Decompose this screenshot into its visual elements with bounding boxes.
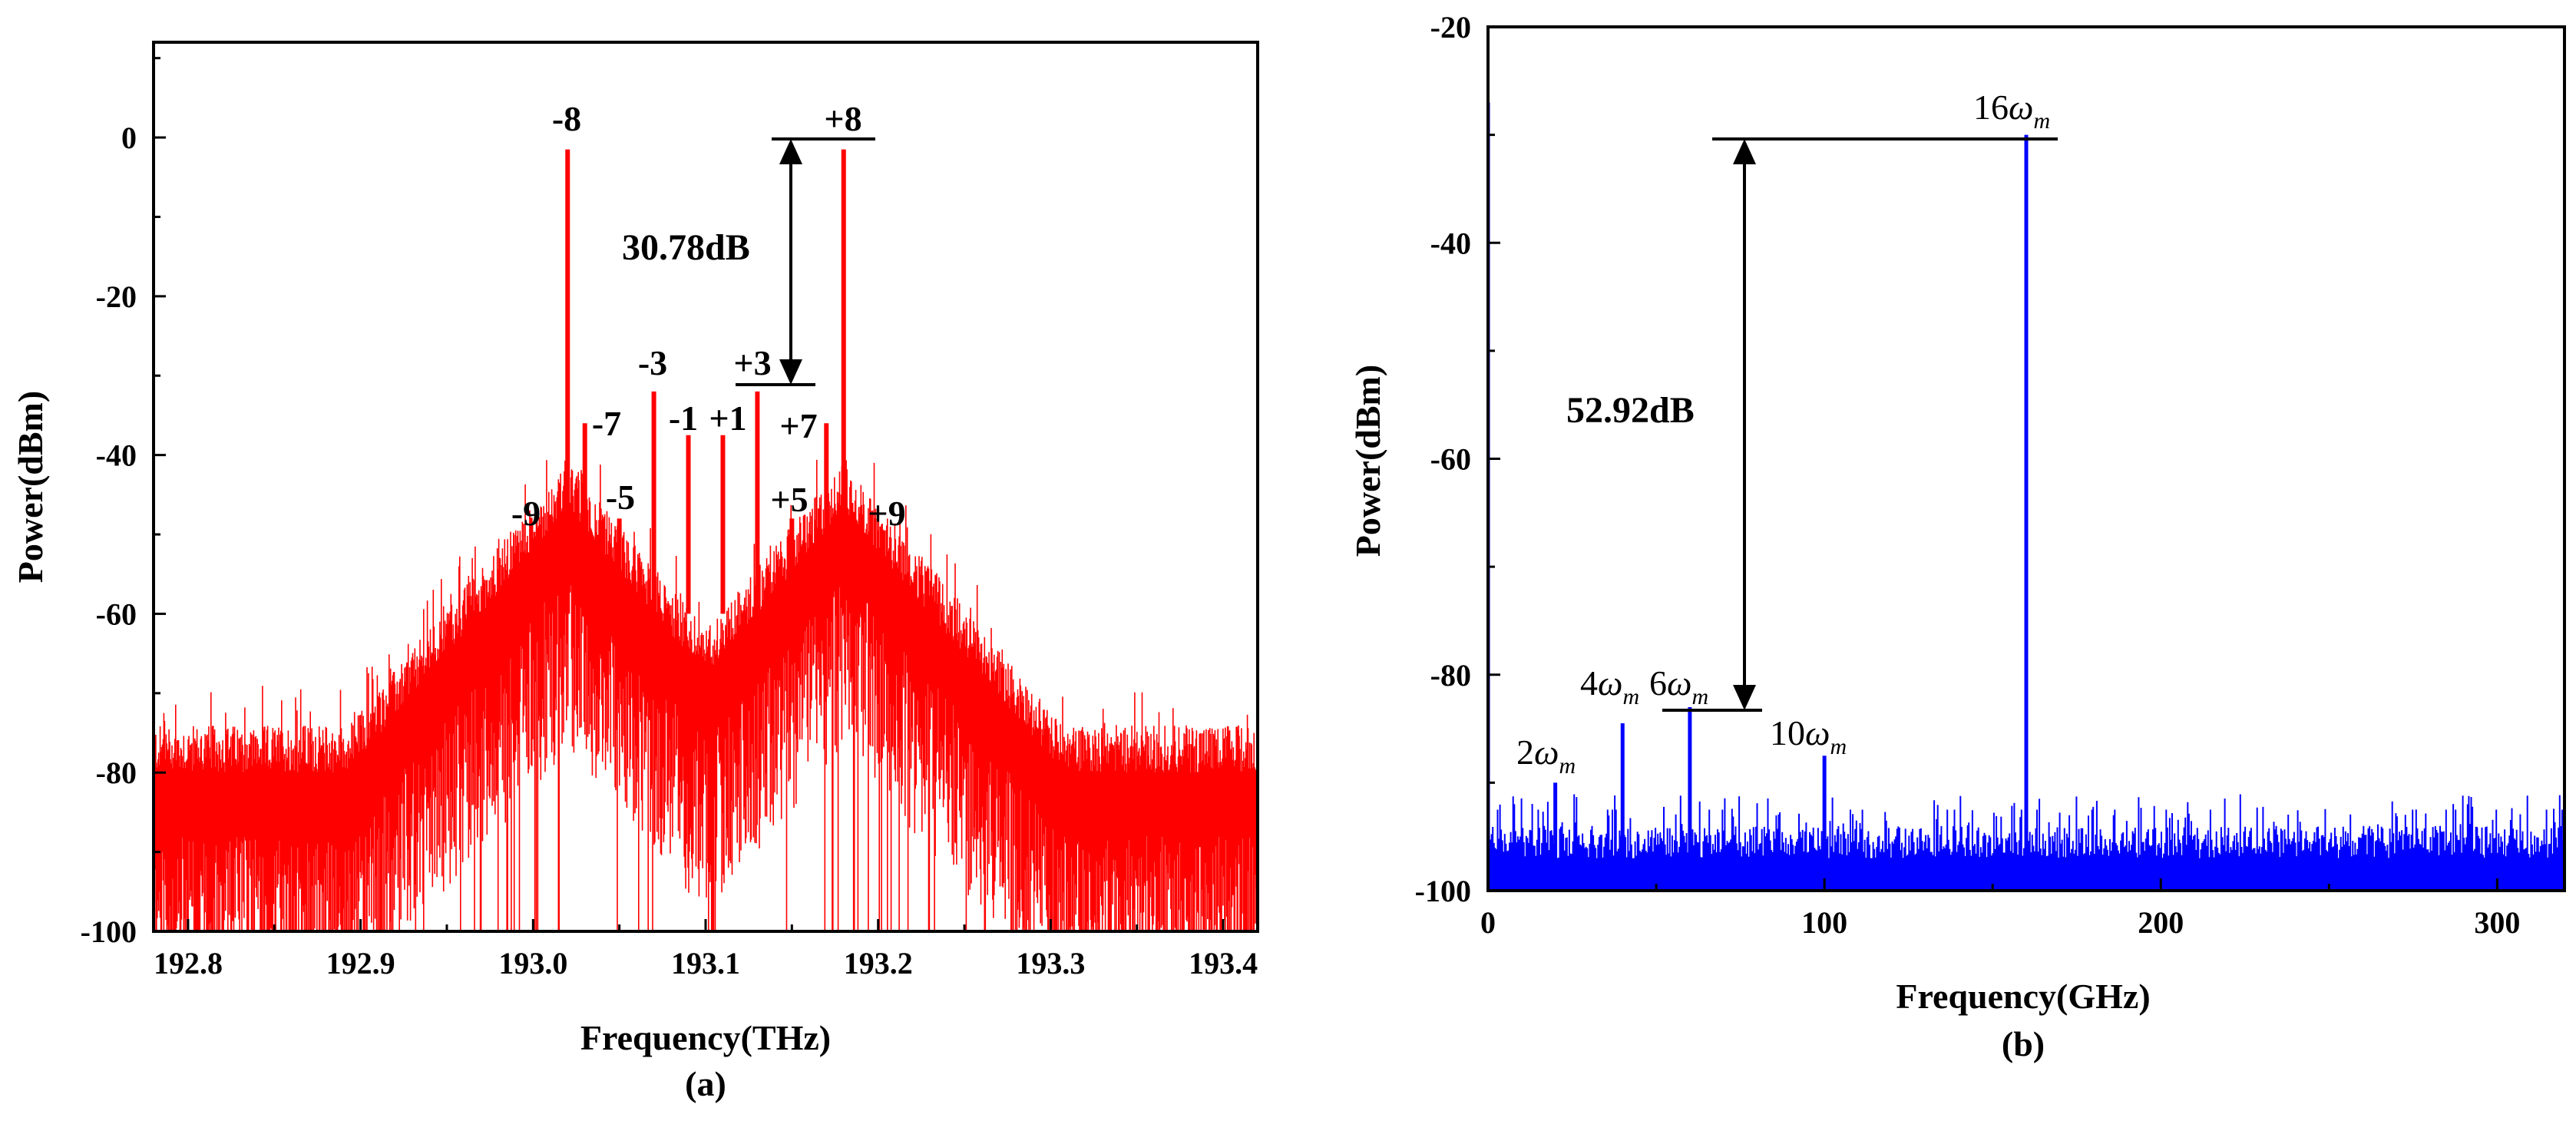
harmonic-label-10wm: 10ωm xyxy=(1770,713,1847,759)
x-tick-label-b: 200 xyxy=(2138,905,2184,940)
peak-label-plus9: +9 xyxy=(868,494,905,533)
x-tick-label-a: 192.9 xyxy=(326,946,395,980)
harmonic-label-4wm: 4ωm xyxy=(1580,663,1639,709)
ticks-a: 192.8 192.9 193.0 193.1 193.2 193.3 193.4 0 -20 -… xyxy=(81,57,1258,980)
peak-label-plus8: +8 xyxy=(824,99,861,138)
peak-label-plus5: +5 xyxy=(770,480,808,519)
peak-label-minus3: -3 xyxy=(638,343,667,382)
harmonic-label-6wm: 6ωm xyxy=(1649,663,1708,709)
panel-label-a: (a) xyxy=(685,1064,726,1103)
noise-band-a xyxy=(154,434,1258,931)
x-tick-label-a: 193.3 xyxy=(1016,946,1085,980)
arrow-head-up-b xyxy=(1733,139,1756,164)
peak-label-plus7: +7 xyxy=(779,406,817,445)
y-tick-label-a: 0 xyxy=(121,121,137,155)
x-tick-label-a: 193.1 xyxy=(671,946,740,980)
x-tick-label-b: 0 xyxy=(1480,905,1496,940)
x-axis-title-b: Frequency(GHz) xyxy=(1896,977,2150,1016)
peak-label-minus1: -1 xyxy=(669,398,698,438)
y-tick-label-b: -20 xyxy=(1430,10,1471,45)
arrow-head-down-a xyxy=(779,359,802,385)
harmonic-label-16wm: 16ωm xyxy=(1973,88,2050,134)
x-tick-label-a: 193.2 xyxy=(844,946,913,980)
y-tick-label-a: -100 xyxy=(81,914,137,949)
x-axis-title-a: Frequency(THz) xyxy=(580,1018,831,1057)
y-tick-label-b: -60 xyxy=(1430,442,1471,477)
peak-label-plus1: +1 xyxy=(709,398,746,438)
y-tick-label-a: -60 xyxy=(96,597,137,631)
arrow-head-down-b xyxy=(1733,685,1756,710)
y-tick-label-a: -80 xyxy=(96,756,137,790)
annotation-b: 52.92dB xyxy=(1566,390,1695,431)
chart-a: 192.8 192.9 193.0 193.1 193.2 193.3 193.4 0 -20 -… xyxy=(11,41,1259,1103)
ticks-b: 0 100 200 300 -20 -40 -60 -80 -100 xyxy=(1415,10,2521,940)
peak-label-plus3: +3 xyxy=(733,343,771,382)
noise-band-b xyxy=(1488,794,2564,891)
peak-label-minus7: -7 xyxy=(592,404,621,443)
y-tick-label-b: -80 xyxy=(1430,658,1471,693)
x-tick-label-b: 100 xyxy=(1801,905,1847,940)
chart-b: 0 100 200 300 -20 -40 -60 -80 -100 52.92dB 2ωm 4… xyxy=(1348,10,2566,1063)
harmonic-label-2wm: 2ωm xyxy=(1516,732,1576,779)
annotation-a: 30.78dB xyxy=(622,227,750,268)
y-tick-label-b: -40 xyxy=(1430,226,1471,260)
x-tick-label-b: 300 xyxy=(2474,905,2520,940)
arrow-head-up-a xyxy=(779,139,802,164)
y-tick-label-b: -100 xyxy=(1415,874,1471,908)
spectrum-trace-b xyxy=(1488,102,2564,891)
peak-label-minus5: -5 xyxy=(606,478,635,517)
x-tick-label-a: 193.0 xyxy=(498,946,567,980)
spectrum-trace-a xyxy=(154,149,1258,931)
y-tick-label-a: -40 xyxy=(96,438,137,473)
x-tick-label-a: 193.4 xyxy=(1189,946,1258,980)
y-axis-title-b: Power(dBm) xyxy=(1348,365,1387,557)
peak-label-minus9: -9 xyxy=(511,494,541,533)
peak-label-minus8: -8 xyxy=(552,99,581,138)
x-tick-label-a: 192.8 xyxy=(154,946,223,980)
y-axis-title-a: Power(dBm) xyxy=(11,391,50,583)
panel-label-b: (b) xyxy=(2002,1024,2045,1063)
y-tick-label-a: -20 xyxy=(96,279,137,314)
